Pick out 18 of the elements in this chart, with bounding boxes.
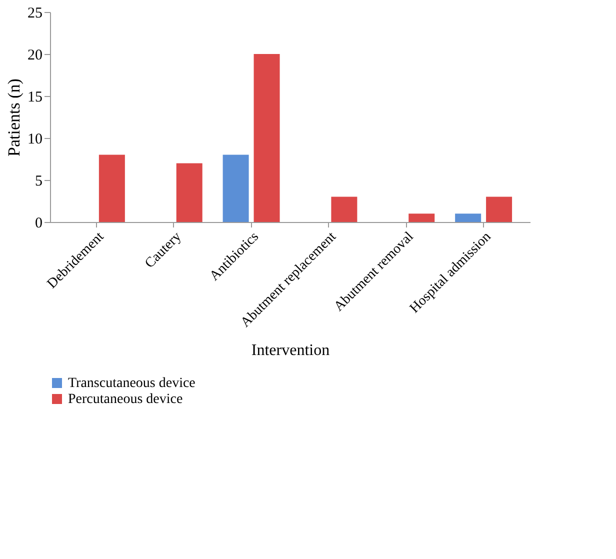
y-tick-label: 25 — [28, 6, 42, 22]
y-tick-label: 5 — [35, 174, 42, 190]
bar — [331, 196, 358, 222]
bar — [98, 154, 125, 222]
y-axis-title: Patients (n) — [4, 78, 24, 156]
bar — [486, 196, 512, 222]
y-tick-label: 20 — [28, 48, 42, 64]
bar — [176, 163, 202, 222]
legend-label: Percutaneous device — [68, 392, 183, 407]
y-tick-label: 15 — [28, 90, 42, 106]
bar — [254, 54, 280, 222]
bar — [455, 214, 482, 222]
y-tick-label: 10 — [28, 132, 42, 148]
bar — [222, 154, 249, 222]
bar — [408, 214, 435, 222]
y-tick-label: 0 — [35, 216, 42, 232]
legend-label: Transcutaneous device — [68, 376, 196, 391]
x-axis-title: Intervention — [251, 342, 330, 359]
